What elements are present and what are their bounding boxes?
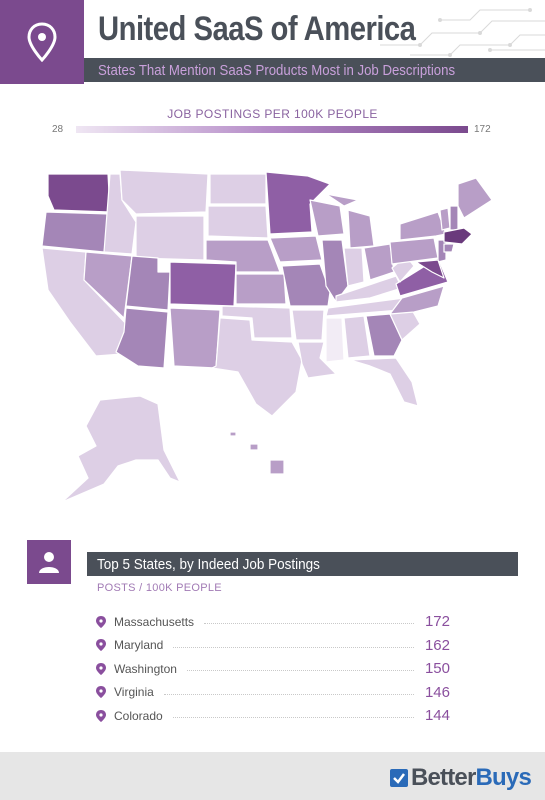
state-new-mexico [169, 307, 221, 369]
state-oregon [41, 211, 111, 253]
state-kansas [235, 273, 287, 305]
header: United SaaS of America States That Menti… [0, 0, 545, 85]
legend-max: 172 [474, 124, 491, 135]
state-name: Maryland [114, 638, 164, 653]
legend-gradient-bar [76, 126, 468, 133]
state-name: Colorado [114, 708, 163, 723]
state-vermont [439, 207, 451, 231]
list-item: Virginia 146 [96, 681, 450, 705]
page-title: United SaaS of America [98, 10, 416, 48]
state-new-york [399, 211, 447, 241]
brand-name: BetterBuys [410, 764, 532, 792]
state-oklahoma [221, 305, 293, 339]
brand-suffix: Buys [475, 764, 532, 791]
list-item: Massachusetts 172 [96, 610, 450, 634]
leader-dots [172, 717, 414, 719]
state-alaska [61, 395, 181, 503]
state-washington [47, 173, 111, 213]
top5-header-bar: Top 5 States, by Indeed Job Postings [87, 552, 518, 576]
state-wyoming [135, 215, 205, 261]
legend-min: 28 [52, 124, 64, 135]
state-colorado [169, 261, 237, 307]
map-pin-icon [96, 639, 106, 652]
list-item: Colorado 144 [96, 704, 450, 728]
page-subtitle: States That Mention SaaS Products Most i… [98, 62, 456, 79]
state-north-dakota [209, 173, 267, 205]
circuit-decoration [380, 8, 545, 57]
state-connecticut [443, 243, 455, 253]
state-mississippi [325, 317, 345, 363]
state-texas [211, 317, 303, 417]
state-louisiana [297, 341, 337, 379]
map-pin-icon [96, 615, 106, 628]
state-name: Massachusetts [114, 614, 195, 629]
legend-title: JOB POSTINGS PER 100K PEOPLE [167, 107, 378, 121]
state-maine [457, 177, 493, 219]
map-pin-icon [96, 686, 106, 699]
map-pin-icon [96, 662, 106, 675]
state-nevada [83, 251, 133, 319]
leader-dots [163, 693, 414, 695]
state-south-dakota [207, 205, 269, 239]
brand-logo[interactable]: BetterBuys [389, 764, 532, 792]
checkmark-icon [389, 769, 408, 787]
state-value: 144 [424, 707, 450, 725]
state-ohio [363, 243, 395, 281]
state-wisconsin [309, 199, 345, 237]
state-new-hampshire [449, 205, 459, 231]
state-hawaii [229, 431, 285, 475]
state-maryland [415, 259, 445, 279]
state-name: Virginia [114, 685, 154, 700]
state-value: 162 [424, 636, 450, 654]
state-missouri [281, 263, 331, 307]
state-montana [119, 169, 209, 215]
state-florida [349, 357, 419, 407]
list-item: Maryland 162 [96, 634, 450, 658]
list-item: Washington 150 [96, 657, 450, 681]
state-arkansas [291, 309, 325, 341]
leader-dots [204, 623, 414, 625]
state-iowa [269, 235, 323, 263]
top5-list: Massachusetts 172 Maryland 162 Washingto… [96, 610, 450, 728]
us-choropleth-map [41, 169, 493, 503]
state-nebraska [205, 239, 281, 273]
state-arizona [115, 307, 169, 369]
state-name: Washington [114, 661, 177, 676]
subtitle-bar: States That Mention SaaS Products Most i… [84, 58, 545, 82]
state-georgia [365, 313, 403, 357]
state-massachusetts [443, 227, 473, 245]
state-value: 172 [424, 613, 450, 631]
top5-title: Top 5 States, by Indeed Job Postings [97, 556, 320, 573]
map-pin-icon [96, 709, 106, 722]
state-utah [125, 255, 171, 311]
leader-dots [173, 646, 414, 648]
footer: BetterBuys [0, 752, 545, 800]
top5-unit-label: POSTS / 100K PEOPLE [97, 582, 222, 594]
state-minnesota [265, 171, 331, 235]
person-icon [27, 540, 71, 584]
state-value: 150 [424, 660, 450, 678]
brand-prefix: Better [410, 764, 476, 791]
state-north-carolina [389, 285, 445, 315]
state-alabama [343, 315, 371, 359]
leader-dots [186, 670, 414, 672]
state-indiana [343, 247, 365, 287]
map-pin-icon [0, 0, 84, 84]
state-value: 146 [424, 683, 450, 701]
